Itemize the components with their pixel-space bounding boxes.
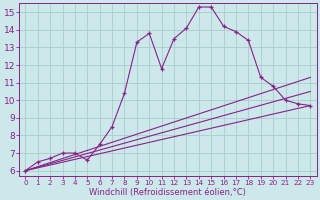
X-axis label: Windchill (Refroidissement éolien,°C): Windchill (Refroidissement éolien,°C) <box>89 188 246 197</box>
